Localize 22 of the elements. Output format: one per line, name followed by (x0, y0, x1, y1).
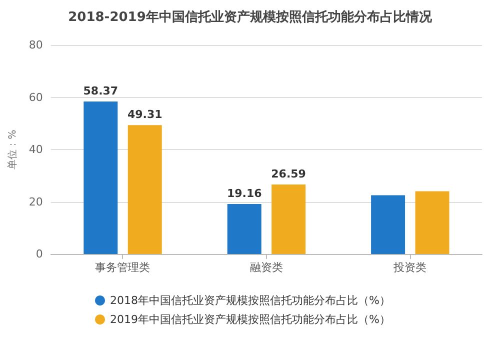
bar (272, 184, 306, 254)
y-tick-label: 60 (28, 90, 43, 104)
bar (84, 102, 118, 254)
x-tick-label: 投资类 (392, 261, 427, 274)
bar (415, 191, 450, 254)
y-tick-label: 80 (28, 38, 43, 52)
chart-title: 2018-2019年中国信托业资产规模按照信托功能分布占比情况 (68, 9, 433, 25)
data-label: 26.59 (271, 168, 306, 181)
legend-label: 2018年中国信托业资产规模按照信托功能分布占比（%） (110, 294, 390, 307)
data-label: 19.16 (226, 186, 262, 200)
y-tick-label: 0 (36, 248, 43, 260)
legend-label: 2019年中国信托业资产规模按照信托功能分布占比（%） (110, 313, 390, 326)
bar (128, 125, 162, 254)
y-tick-label: 20 (28, 195, 43, 208)
data-label: 49.31 (127, 108, 162, 122)
y-tick-label: 40 (28, 143, 43, 156)
bar (227, 204, 262, 254)
x-tick-label: 融资类 (250, 261, 283, 274)
y-axis-title: 单位：% (6, 130, 18, 170)
x-tick-label: 事务管理类 (95, 261, 150, 274)
data-label: 58.37 (83, 84, 118, 98)
bar (371, 195, 406, 254)
